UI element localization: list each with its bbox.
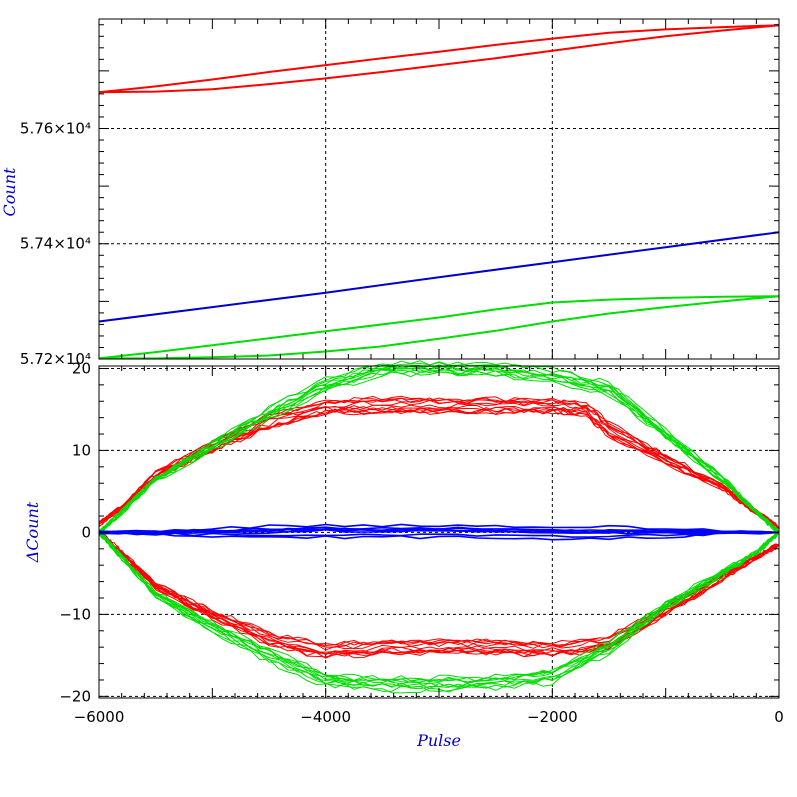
bottom-trace-line	[98, 531, 780, 682]
bottom-trace-line	[98, 532, 780, 657]
bottom-trace-line	[98, 528, 780, 535]
bottom-trace-line	[98, 531, 780, 538]
bottom-y-tick-label: 20	[72, 359, 91, 377]
bottom-trace-line	[98, 404, 780, 529]
bottom-trace-line	[98, 534, 780, 651]
top-panel: 5.76×10⁴ 5.74×10⁴ 5.72×10⁴ Count	[0, 18, 780, 368]
top-ticks: 5.76×10⁴ 5.74×10⁴ 5.72×10⁴	[20, 19, 780, 368]
top-ylabel: Count	[0, 167, 19, 216]
top-y-tick-label: 5.72×10⁴	[20, 350, 91, 368]
bottom-y-tick-label: −20	[59, 687, 91, 705]
top-y-tick-label: 5.76×10⁴	[20, 119, 91, 137]
bottom-trace-line	[98, 531, 780, 684]
bottom-trace-line	[98, 365, 780, 535]
bottom-trace-line	[98, 532, 780, 655]
bottom-x-tick-label: 0	[774, 708, 784, 726]
bottom-xlabel: Pulse	[416, 731, 461, 750]
bottom-x-tick-label: −6000	[74, 708, 125, 726]
bottom-trace-line	[98, 532, 780, 646]
bottom-trace-line	[98, 530, 780, 650]
top-y-tick-label: 5.74×10⁴	[20, 235, 91, 253]
bottom-trace-line	[98, 397, 780, 529]
bottom-trace-line	[98, 399, 780, 529]
bottom-trace-line	[98, 408, 780, 529]
bottom-trace-line	[98, 361, 780, 534]
bottom-ticks: 20 10 0 −10 −20 −6000 −4000 −2000 0	[59, 359, 783, 726]
bottom-series-group	[98, 360, 780, 694]
bottom-y-tick-label: 10	[72, 441, 91, 459]
bottom-trace-line	[98, 523, 780, 534]
bottom-trace-line	[98, 534, 780, 656]
top-series-line	[98, 231, 780, 323]
bottom-ylabel: ΔCount	[23, 501, 42, 563]
top-series-line	[98, 295, 780, 360]
bottom-trace-line	[98, 532, 780, 648]
bottom-trace-line	[98, 395, 780, 529]
bottom-trace-line	[99, 360, 780, 533]
bottom-y-tick-label: −10	[59, 605, 91, 623]
top-series-group	[98, 24, 780, 360]
bottom-trace-line	[98, 529, 780, 685]
top-series-line	[98, 24, 780, 94]
bottom-trace-line	[98, 529, 780, 648]
top-series-line	[98, 24, 780, 94]
bottom-x-tick-label: −2000	[527, 708, 578, 726]
bottom-trace-line	[98, 532, 780, 659]
bottom-trace-line	[98, 531, 780, 655]
bottom-panel: 20 10 0 −10 −20 −6000 −4000 −2000 0 ΔCount Pulse	[23, 359, 784, 750]
bottom-trace-line	[98, 408, 780, 529]
bottom-y-tick-label: 0	[81, 523, 91, 541]
bottom-trace-line	[98, 364, 780, 533]
bottom-x-tick-label: −4000	[300, 708, 351, 726]
bottom-trace-line	[98, 531, 780, 541]
